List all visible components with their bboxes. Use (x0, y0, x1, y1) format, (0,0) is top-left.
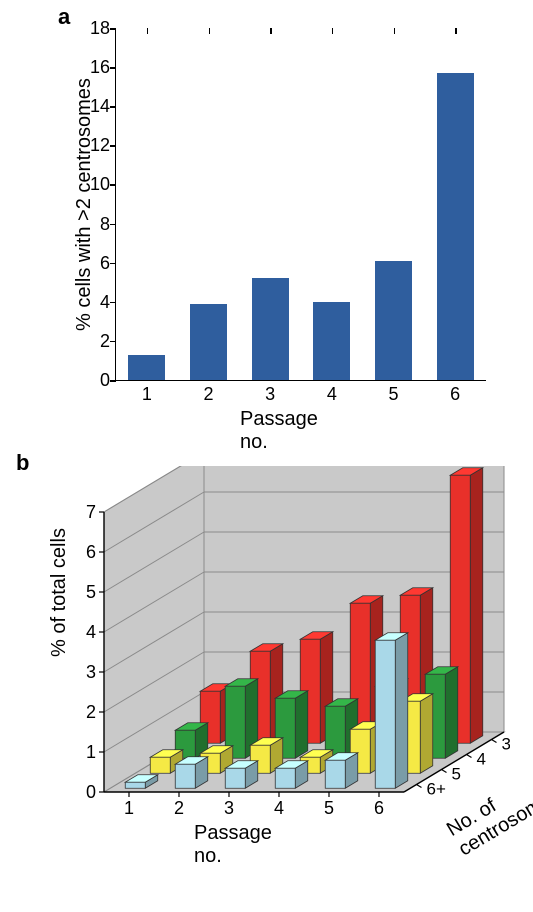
svg-text:3: 3 (224, 798, 234, 818)
svg-text:6: 6 (374, 798, 384, 818)
svg-text:3: 3 (86, 662, 96, 682)
panel-a-xtick: 3 (265, 380, 275, 405)
panel-a-xtick: 1 (142, 380, 152, 405)
panel-a-bar (313, 302, 350, 380)
svg-text:3: 3 (502, 735, 511, 754)
svg-text:5: 5 (324, 798, 334, 818)
panel-a-bar (128, 355, 165, 380)
svg-text:4: 4 (86, 622, 96, 642)
svg-text:5: 5 (86, 582, 96, 602)
svg-text:2: 2 (86, 702, 96, 722)
svg-text:4: 4 (274, 798, 284, 818)
panel-a-xtick: 5 (388, 380, 398, 405)
panel-a-xtick: 6 (450, 380, 460, 405)
panel-b-xlabel: Passage no. (194, 822, 272, 868)
svg-text:1: 1 (124, 798, 134, 818)
svg-text:7: 7 (86, 502, 96, 522)
panel-b-chart: 012345671234563456+ (80, 466, 510, 846)
svg-text:6+: 6+ (427, 780, 446, 799)
figure-root: a 024681012141618123456 % cells with >2 … (0, 0, 533, 912)
panel-a-label: a (58, 4, 70, 30)
panel-a-bar (190, 304, 227, 380)
panel-a-bar (375, 261, 412, 380)
panel-a-chart: 024681012141618123456 (115, 28, 486, 381)
svg-text:4: 4 (477, 750, 486, 769)
svg-text:2: 2 (174, 798, 184, 818)
panel-a-ylabel: % cells with >2 centrosomes (73, 78, 96, 331)
panel-a-xtick: 2 (203, 380, 213, 405)
panel-a-xtick: 4 (327, 380, 337, 405)
panel-b-label: b (16, 450, 29, 476)
panel-b-svg: 012345671234563456+ (80, 466, 510, 846)
panel-b-ylabel: % of total cells (48, 528, 71, 657)
svg-text:1: 1 (86, 742, 96, 762)
panel-a-bar (437, 73, 474, 380)
svg-text:5: 5 (452, 765, 461, 784)
panel-a-xlabel: Passage no. (240, 408, 318, 454)
svg-text:0: 0 (86, 782, 96, 802)
svg-text:6: 6 (86, 542, 96, 562)
panel-a-bar (252, 278, 289, 380)
